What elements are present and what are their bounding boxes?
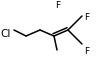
Text: F: F: [84, 14, 89, 23]
Text: Cl: Cl: [1, 29, 11, 39]
Text: F: F: [55, 1, 61, 10]
Text: F: F: [84, 47, 89, 55]
